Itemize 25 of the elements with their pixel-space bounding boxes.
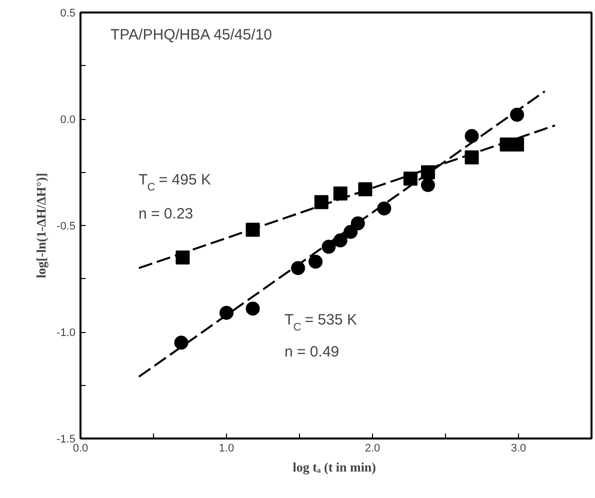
- y-tick-label: 0.5: [60, 8, 76, 20]
- y-axis-title: log[-ln(1-ΔH/ΔH°)]: [34, 172, 49, 278]
- point: [308, 254, 323, 269]
- point: [464, 129, 479, 144]
- point: [358, 182, 372, 196]
- point: [333, 233, 348, 248]
- y-tick-label: -0.5: [56, 220, 76, 232]
- y-tick-label: 0.0: [60, 114, 76, 126]
- point: [377, 201, 392, 216]
- point: [314, 195, 328, 210]
- annotation: n = 0.23: [138, 206, 194, 222]
- point: [220, 306, 234, 320]
- y-tick-label: -1.0: [56, 327, 76, 339]
- x-axis-title: log tₐ (t in min): [292, 460, 376, 474]
- point: [350, 216, 365, 230]
- x-tick-label: 1.0: [218, 442, 234, 454]
- text: TPA/PHQ/HBA 45/45/10: [110, 26, 272, 44]
- y-tick-label: -1.5: [56, 434, 76, 446]
- annotation: n = 0.49: [284, 344, 340, 360]
- point: [420, 178, 435, 192]
- x-tick-label: 2.0: [364, 442, 380, 454]
- x-tick-label: 3.0: [510, 442, 526, 454]
- point: [174, 336, 188, 350]
- point: [246, 302, 260, 316]
- x-tick-label: 0.0: [72, 442, 88, 454]
